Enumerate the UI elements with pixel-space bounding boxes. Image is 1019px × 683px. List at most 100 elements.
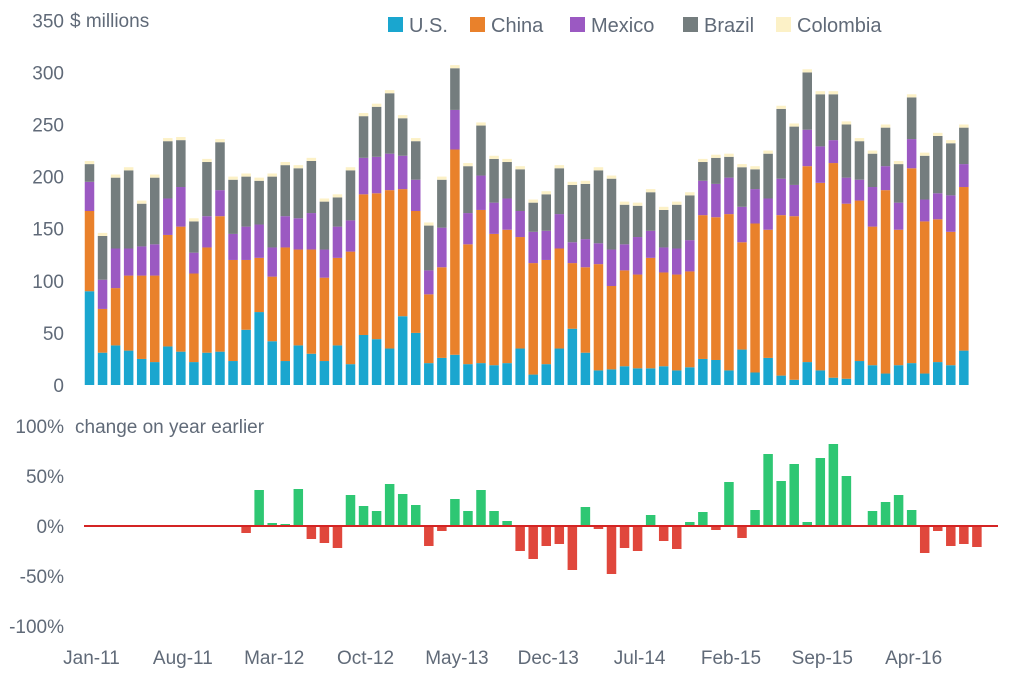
bar-segment-brazil (489, 158, 499, 203)
x-tick-label: Mar-12 (244, 648, 304, 669)
legend-swatch-mexico (570, 17, 585, 32)
x-tick-label: May-13 (425, 648, 488, 669)
bar-segment-us (332, 345, 343, 385)
bar-segment-us (658, 366, 669, 385)
bar-segment-mexico (815, 146, 826, 183)
change-bar-positive (750, 510, 760, 526)
bar-segment-colombia (424, 222, 434, 226)
bar-segment-brazil (358, 116, 369, 158)
stacked-y-axis: 350 300 250 200 150 100 50 0 (32, 11, 64, 397)
change-bar-negative (972, 526, 982, 547)
bar-segment-mexico (397, 155, 408, 190)
legend-label: Brazil (704, 15, 754, 37)
stacked-chart: 350 300 250 200 150 100 50 0 $ millions U.S. Chi… (32, 11, 969, 397)
bar-segment-mexico (189, 252, 199, 274)
bar-segment-brazil (815, 94, 826, 147)
bar-segment-colombia (515, 166, 525, 170)
bar-segment-colombia (959, 124, 969, 128)
bar-segment-colombia (776, 105, 786, 109)
bar-segment-mexico (698, 180, 708, 216)
y-tick-label: 100% (15, 417, 64, 438)
bar-segment-colombia (554, 165, 565, 169)
bar-segment-mexico (933, 193, 943, 220)
bar-segment-mexico (554, 214, 565, 249)
legend-label: China (491, 15, 544, 37)
change-bars (241, 444, 982, 574)
y-tick-label: 0% (37, 517, 65, 538)
bar-segment-china (450, 149, 460, 355)
bar-segment-china (906, 168, 917, 364)
bar-segment-brazil (580, 183, 591, 240)
bar-segment-colombia (476, 122, 486, 126)
x-tick-label: Jul-14 (614, 648, 666, 669)
bar-segment-brazil (136, 203, 147, 247)
bar-segment-us (672, 370, 682, 385)
legend-swatch-brazil (683, 17, 698, 32)
bar-segment-us (906, 363, 917, 385)
bar-segment-china (528, 263, 538, 375)
bar-segment-us (97, 352, 108, 385)
y-tick-label: 300 (32, 63, 64, 84)
change-chart: 100% 50% 0% -50% -100% change on year earlie… (9, 417, 998, 638)
change-bar-negative (554, 526, 565, 544)
bar-segment-us (84, 291, 95, 385)
bar-segment-brazil (202, 162, 212, 217)
bar-segment-colombia (267, 173, 277, 177)
bar-segment-mexico (267, 247, 277, 277)
bar-segment-brazil (854, 141, 865, 180)
bar-segment-brazil (658, 209, 669, 248)
bar-segment-china (176, 226, 186, 352)
bar-segment-mexico (946, 195, 956, 232)
bar-segment-us (541, 364, 551, 385)
change-bar-positive (254, 490, 264, 526)
bar-segment-colombia (110, 174, 121, 178)
y-tick-label: -50% (20, 567, 64, 588)
bar-segment-mexico (593, 243, 604, 265)
bar-segment-brazil (724, 156, 734, 178)
bar-segment-brazil (841, 124, 852, 178)
x-tick-label: Feb-15 (701, 648, 761, 669)
bar-segment-colombia (215, 139, 225, 143)
bar-segment-colombia (450, 65, 460, 69)
bar-segment-brazil (685, 195, 695, 241)
bar-segment-mexico (319, 249, 330, 278)
bar-segment-brazil (515, 169, 525, 211)
bar-segment-colombia (306, 157, 317, 161)
bar-segment-mexico (84, 181, 95, 211)
bar-segment-us (319, 361, 330, 385)
bar-segment-brazil (619, 204, 630, 245)
stacked-bars (84, 65, 969, 385)
stacked-unit-label: $ millions (70, 11, 149, 32)
change-bar-positive (763, 454, 773, 526)
bar-segment-brazil (384, 93, 395, 154)
bar-segment-brazil (711, 157, 721, 184)
change-bar-positive (371, 511, 382, 526)
bar-segment-colombia (150, 174, 160, 178)
bar-segment-us (880, 373, 891, 385)
change-bar-positive (345, 495, 356, 526)
bar-segment-us (345, 364, 356, 385)
bar-segment-china (97, 308, 108, 353)
change-bar-negative (959, 526, 969, 544)
bar-segment-colombia (345, 167, 356, 171)
bar-segment-china (867, 226, 878, 366)
bar-segment-us (476, 363, 486, 385)
bar-segment-mexico (959, 164, 969, 188)
bar-segment-us (580, 352, 591, 385)
change-bar-negative (541, 526, 551, 546)
bar-segment-us (593, 370, 604, 385)
bar-segment-brazil (828, 94, 839, 141)
bar-segment-mexico (163, 198, 173, 235)
bar-segment-mexico (424, 270, 434, 295)
legend-swatch-us (388, 17, 403, 32)
bar-segment-colombia (711, 154, 721, 158)
bar-segment-colombia (919, 152, 930, 156)
bar-segment-us (606, 369, 617, 385)
bar-segment-colombia (580, 180, 591, 184)
change-bar-negative (658, 526, 669, 541)
bar-segment-brazil (254, 180, 264, 225)
bar-segment-us (306, 353, 317, 385)
bar-segment-brazil (123, 170, 134, 249)
bar-segment-china (580, 267, 591, 353)
bar-segment-mexico (828, 140, 839, 164)
